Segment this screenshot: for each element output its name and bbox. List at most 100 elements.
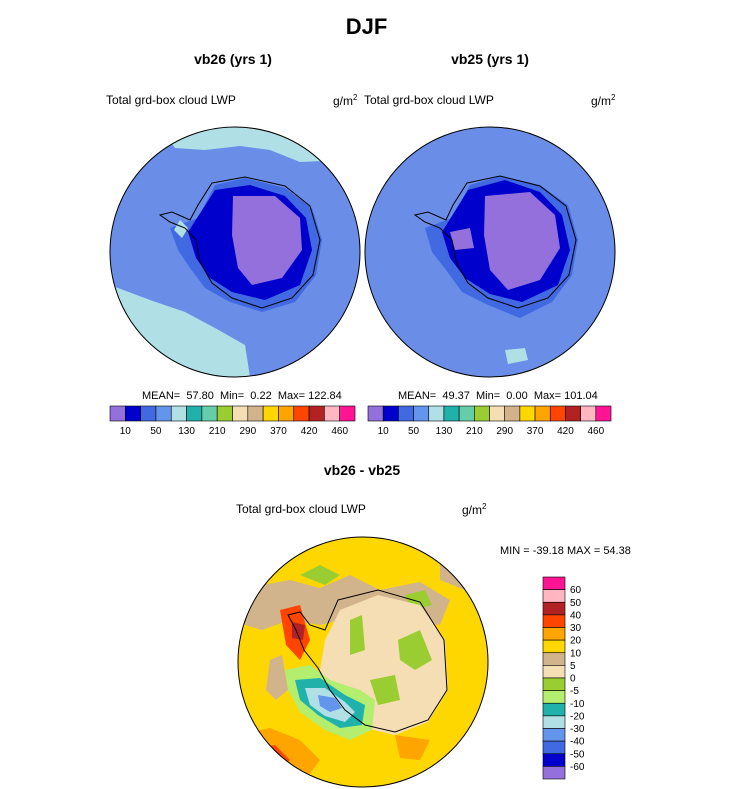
variable-label-vb25: Total grd-box cloud LWP xyxy=(364,93,494,107)
colorbar-diff-tick-label: 50 xyxy=(570,598,582,609)
colorbar-diff-swatch xyxy=(542,576,566,590)
colorbar-vb26-tick-label: 460 xyxy=(331,426,348,437)
map-diff-green-a xyxy=(350,615,365,655)
colorbar-vb25-swatch xyxy=(398,405,414,422)
colorbar-vb25-swatch xyxy=(549,405,566,422)
map-diff-orange-s xyxy=(395,735,430,760)
map-diff-darkred xyxy=(292,622,305,640)
stats-vb26: MEAN= 57.80 Min= 0.22 Max= 122.84 xyxy=(142,390,342,402)
colorbar-diff-tick-label: -20 xyxy=(570,711,585,722)
colorbar-vb26-swatch xyxy=(308,405,325,422)
colorbar-vb26-swatch xyxy=(186,405,203,422)
diff-units-label: g/m2 xyxy=(462,502,487,517)
colorbar-diff-swatch xyxy=(542,665,566,679)
map-diff-tan-w xyxy=(266,655,288,700)
stats-vb25: MEAN= 49.37 Min= 0.00 Max= 101.04 xyxy=(398,390,598,402)
colorbar-vb25-tick-label: 420 xyxy=(557,426,574,437)
colorbar-vb26-tick-label: 10 xyxy=(120,426,132,437)
colorbar-vb25-swatch xyxy=(474,405,490,422)
colorbar-vb26: 10 50 130 210 290 370 420 460 xyxy=(109,405,356,437)
colorbar-diff-swatch xyxy=(542,601,566,616)
colorbar-vb25-swatch xyxy=(458,405,475,422)
colorbar-vb26-swatch xyxy=(140,405,157,422)
colorbar-diff-tick-label: -50 xyxy=(570,749,585,760)
diff-minmax: MIN = -39.18 MAX = 54.38 xyxy=(500,545,631,557)
map-vb26-coastline xyxy=(158,176,321,309)
colorbar-diff-tick-label: -5 xyxy=(570,686,579,697)
colorbar-vb26-tick-label: 130 xyxy=(178,426,195,437)
colorbar-vb25-tick-label: 50 xyxy=(408,426,420,437)
colorbar-diff-tick-label: 40 xyxy=(570,610,582,621)
colorbar-vb25-swatch xyxy=(489,405,505,422)
map-vb26-border xyxy=(109,126,361,378)
colorbar-diff-swatch xyxy=(542,715,566,729)
map-vb25-coastline xyxy=(413,175,577,309)
colorbar-diff-swatch xyxy=(542,677,566,691)
diff-title: vb26 - vb25 xyxy=(323,462,401,478)
colorbar-vb25-swatch xyxy=(443,405,460,422)
colorbar-diff-tick-label: -10 xyxy=(570,699,585,710)
colorbar-vb26-swatch xyxy=(293,405,310,422)
map-vb25-interior-west xyxy=(450,228,474,250)
colorbar-vb26-tick-label: 370 xyxy=(270,426,287,437)
map-diff-green-b xyxy=(398,630,432,670)
colorbar-vb25-tick-label: 460 xyxy=(587,426,604,437)
map-diff-green-c xyxy=(370,675,400,705)
colorbar-vb25-tick-label: 290 xyxy=(496,426,513,437)
map-diff-coastline xyxy=(287,589,448,733)
panel-title-vb26: vb26 (yrs 1) xyxy=(194,51,272,67)
colorbar-vb26-swatch xyxy=(247,405,264,422)
map-diff-border xyxy=(237,536,489,788)
colorbar-vb26-swatch xyxy=(278,405,295,422)
colorbar-diff-swatch xyxy=(542,766,566,780)
colorbar-vb25-tick-label: 130 xyxy=(436,426,453,437)
map-vb26 xyxy=(110,127,360,377)
colorbar-vb25-swatch xyxy=(367,405,384,422)
colorbar-vb25-swatch xyxy=(413,405,430,422)
units-label-vb26: g/m2 xyxy=(333,93,358,108)
colorbar-vb26-tick-label: 50 xyxy=(150,426,162,437)
colorbar-vb25-swatch xyxy=(565,405,581,422)
colorbar-vb25-swatch xyxy=(382,405,399,422)
colorbar-diff-tick-label: -30 xyxy=(570,724,585,735)
colorbar-vb26-swatch xyxy=(216,405,233,422)
colorbar-vb26-swatch xyxy=(201,405,218,422)
map-vb25-interior xyxy=(484,192,560,290)
colorbar-vb25-swatch xyxy=(428,405,445,422)
colorbar-diff-swatch xyxy=(542,627,566,641)
colorbar-diff-swatch xyxy=(542,639,566,654)
units-label-vb25: g/m2 xyxy=(591,93,616,108)
map-vb25-border xyxy=(364,126,616,378)
colorbar-vb25-swatch xyxy=(534,405,551,422)
map-vb25 xyxy=(365,127,615,377)
colorbar-diff-tick-label: 10 xyxy=(570,648,582,659)
colorbar-diff-swatch xyxy=(542,702,566,717)
colorbar-vb26-tick-label: 290 xyxy=(239,426,256,437)
colorbar-vb25-tick-label: 10 xyxy=(378,426,390,437)
colorbar-diff-tick-label: -40 xyxy=(570,737,585,748)
panel-title-vb25: vb25 (yrs 1) xyxy=(451,51,529,67)
colorbar-vb26-swatch xyxy=(339,405,356,422)
colorbar-diff-swatch xyxy=(542,728,566,742)
colorbar-vb26-swatch xyxy=(262,405,279,422)
colorbar-vb25-tick-label: 210 xyxy=(466,426,483,437)
colorbar-diff-tick-label: 5 xyxy=(570,661,576,672)
map-vb25-patch xyxy=(505,348,528,364)
colorbar-diff-swatch xyxy=(542,589,566,603)
figure-title: DJF xyxy=(345,14,388,39)
colorbar-vb25-swatch xyxy=(580,405,597,422)
colorbar-vb26-swatch xyxy=(109,405,126,422)
colorbar-diff-swatch xyxy=(542,690,566,704)
map-diff-blue xyxy=(318,695,342,712)
colorbar-vb25-swatch xyxy=(519,405,536,422)
colorbar-diff-swatch xyxy=(542,753,566,767)
colorbar-diff-tick-label: -60 xyxy=(570,762,585,773)
colorbar-diff-tick-label: 0 xyxy=(570,674,576,685)
colorbar-vb26-tick-label: 210 xyxy=(209,426,226,437)
colorbar-vb26-swatch xyxy=(170,405,187,422)
colorbar-vb26-tick-label: 420 xyxy=(301,426,318,437)
colorbar-vb26-swatch xyxy=(324,405,340,422)
variable-label-vb26: Total grd-box cloud LWP xyxy=(106,93,236,107)
colorbar-vb25-tick-label: 370 xyxy=(527,426,544,437)
